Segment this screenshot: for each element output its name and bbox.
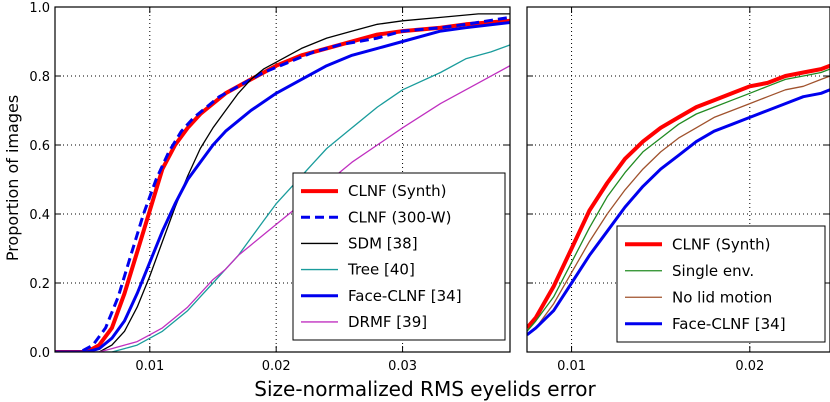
y-axis-title: Proportion of images <box>3 95 22 261</box>
legend-label-face-clnf-34: Face-CLNF [34] <box>672 315 786 333</box>
legend-label-drmf-39: DRMF [39] <box>348 313 427 331</box>
legend-label-clnf-synth: CLNF (Synth) <box>348 182 446 200</box>
series-line-sdm-38 <box>55 13 510 352</box>
legend: CLNF (Synth) Single env. No lid motion Face… <box>616 225 826 343</box>
series-line-clnf-synth <box>527 63 830 330</box>
legend-box <box>292 172 506 341</box>
x-tick-label: 0.01 <box>135 359 164 374</box>
plot-frame <box>54 6 511 353</box>
left-panel: 0.01 0.02 0.03 0.0 0.2 0.4 0.6 0.8 1.0 CLNF (Synt… <box>29 1 511 374</box>
x-tick-label: 0.01 <box>557 359 586 374</box>
y-tick-label: 0.2 <box>29 277 50 292</box>
y-tick-label: 0.4 <box>29 208 50 223</box>
series-line-clnf-synth <box>55 18 510 352</box>
y-tick-label: 0.8 <box>29 70 50 85</box>
plot-frame <box>526 6 830 353</box>
right-panel: 0.01 0.02 CLNF (Synth) Single env. No lid mo… <box>526 6 830 374</box>
series-line-no-lid-motion <box>527 75 830 336</box>
y-tick-label: 1.0 <box>29 1 50 16</box>
y-tick-label: 0.6 <box>29 139 50 154</box>
legend-label-clnf-synth: CLNF (Synth) <box>672 235 770 253</box>
legend-label-face-clnf-34: Face-CLNF [34] <box>348 287 462 305</box>
x-tick-label: 0.02 <box>735 359 764 374</box>
y-tick-label: 0.0 <box>29 346 50 361</box>
x-tick-label: 0.02 <box>262 359 291 374</box>
series-line-single-env <box>527 68 830 332</box>
series-line-face-clnf-34 <box>55 21 510 352</box>
legend-label-no-lid-motion: No lid motion <box>672 288 772 306</box>
legend-label-single-env: Single env. <box>672 262 754 280</box>
legend-label-sdm-38: SDM [38] <box>348 234 418 252</box>
series-line-drmf-39 <box>55 65 510 352</box>
legend: CLNF (Synth) CLNF (300-W) SDM [38] Tree [40… <box>292 172 506 341</box>
x-tick-label: 0.03 <box>388 359 417 374</box>
series-line-tree-40 <box>55 44 510 352</box>
series-line-face-clnf-34 <box>527 88 830 336</box>
legend-label-tree-40: Tree [40] <box>347 261 415 279</box>
x-axis-title: Size-normalized RMS eyelids error <box>254 377 596 401</box>
legend-label-clnf-300-w: CLNF (300-W) <box>348 208 451 226</box>
